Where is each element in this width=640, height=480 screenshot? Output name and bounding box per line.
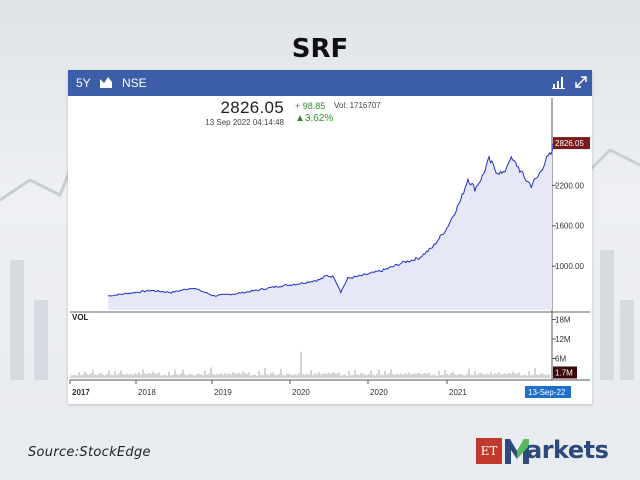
percent-change-value: 3.62%: [304, 113, 334, 124]
source-caption: Source:StockEdge: [28, 445, 151, 460]
exchange-selector[interactable]: NSE: [122, 76, 147, 90]
price-area-fill: [108, 143, 553, 310]
volume-value: Vol: 1716707: [334, 101, 381, 110]
last-price-marker: [553, 137, 590, 150]
price-tick-label: 1000.00: [555, 262, 584, 271]
price-volume-chart: 2800.002200.001600.001000.002826.05VOL18…: [69, 98, 590, 398]
x-tick-label: 2020: [292, 388, 310, 397]
last-price: 2826.05: [220, 98, 284, 117]
price-tick-label: 2200.00: [555, 181, 584, 190]
last-volume-marker: [553, 366, 577, 379]
bar-chart-icon[interactable]: [552, 75, 566, 94]
volume-tick-label: 18M: [555, 316, 571, 325]
up-arrow-icon: ▲: [295, 113, 305, 124]
price-change: + 98.85: [295, 101, 326, 111]
price-tick-label: 1600.00: [555, 222, 584, 231]
x-tick-label: 2021: [449, 388, 467, 397]
logo-m-mark: [505, 439, 529, 464]
last-volume-marker-label: 1.7M: [555, 368, 573, 377]
x-tick-label: 2017: [72, 388, 90, 397]
period-selector[interactable]: 5Y: [76, 76, 91, 90]
logo-wordmark: arkets: [526, 436, 609, 464]
chart-toolbar: 5Y NSE: [68, 70, 592, 96]
current-date-label: 13-Sep-22: [528, 388, 566, 397]
line-chart-icon[interactable]: [99, 76, 113, 94]
logo-et-mark: ET: [476, 438, 502, 464]
etmarkets-logo: ET arkets: [476, 436, 626, 468]
volume-tick-label: 12M: [555, 335, 571, 344]
last-price-marker-label: 2826.05: [555, 139, 584, 148]
page-title: SRF: [291, 34, 349, 64]
x-tick-label: 2018: [138, 388, 156, 397]
quote-timestamp: 13 Sep 2022 04:14:48: [205, 118, 284, 127]
percent-change: ▲3.62%: [295, 113, 333, 124]
volume-panel-title: VOL: [72, 313, 89, 322]
expand-icon[interactable]: [574, 75, 588, 94]
chart-card: 5Y NSE 2826.05 13 Sep 2022 04:14:48 + 98…: [68, 70, 592, 404]
x-tick-label: 2019: [214, 388, 232, 397]
current-date-marker: [525, 386, 571, 398]
x-tick-label: 2020: [370, 388, 388, 397]
volume-tick-label: 6M: [555, 355, 566, 364]
price-line: [108, 143, 554, 297]
